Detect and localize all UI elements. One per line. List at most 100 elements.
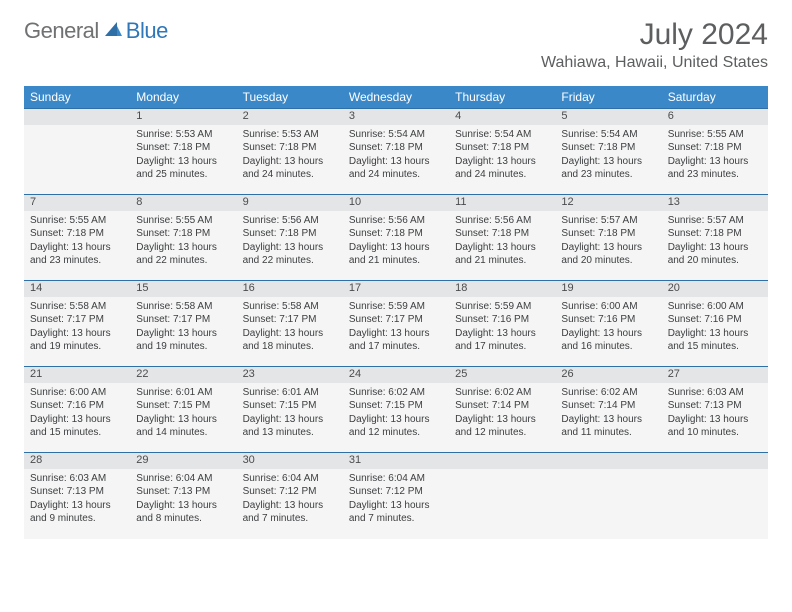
daylight-text: Daylight: 13 hours and 14 minutes. <box>136 413 230 440</box>
sunset-text: Sunset: 7:15 PM <box>136 399 230 413</box>
day-content-row: Sunrise: 5:58 AMSunset: 7:17 PMDaylight:… <box>24 297 768 367</box>
sunrise-text: Sunrise: 6:01 AM <box>136 386 230 400</box>
sunrise-text: Sunrise: 5:53 AM <box>136 128 230 142</box>
sunset-text: Sunset: 7:13 PM <box>136 485 230 499</box>
sunset-text: Sunset: 7:14 PM <box>455 399 549 413</box>
day-cell: Sunrise: 6:04 AMSunset: 7:12 PMDaylight:… <box>237 469 343 539</box>
daylight-text: Daylight: 13 hours and 18 minutes. <box>243 327 337 354</box>
day-cell: Sunrise: 6:01 AMSunset: 7:15 PMDaylight:… <box>237 383 343 453</box>
daylight-text: Daylight: 13 hours and 22 minutes. <box>136 241 230 268</box>
sunrise-text: Sunrise: 6:00 AM <box>561 300 655 314</box>
daylight-text: Daylight: 13 hours and 19 minutes. <box>136 327 230 354</box>
sunset-text: Sunset: 7:15 PM <box>349 399 443 413</box>
header: General Blue July 2024 Wahiawa, Hawaii, … <box>0 0 792 76</box>
day-number <box>662 453 768 469</box>
day-number: 15 <box>130 281 236 297</box>
daylight-text: Daylight: 13 hours and 17 minutes. <box>455 327 549 354</box>
sunrise-text: Sunrise: 5:55 AM <box>136 214 230 228</box>
sunset-text: Sunset: 7:13 PM <box>30 485 124 499</box>
sunset-text: Sunset: 7:18 PM <box>243 227 337 241</box>
sunset-text: Sunset: 7:16 PM <box>30 399 124 413</box>
daylight-text: Daylight: 13 hours and 22 minutes. <box>243 241 337 268</box>
logo: General Blue <box>24 18 168 44</box>
day-cell: Sunrise: 5:58 AMSunset: 7:17 PMDaylight:… <box>237 297 343 367</box>
day-cell: Sunrise: 6:04 AMSunset: 7:13 PMDaylight:… <box>130 469 236 539</box>
day-number: 26 <box>555 367 661 383</box>
daylight-text: Daylight: 13 hours and 21 minutes. <box>455 241 549 268</box>
day-cell <box>449 469 555 539</box>
day-number <box>24 109 130 125</box>
sunset-text: Sunset: 7:17 PM <box>349 313 443 327</box>
sunrise-text: Sunrise: 5:54 AM <box>561 128 655 142</box>
logo-text-general: General <box>24 18 99 44</box>
day-number: 11 <box>449 195 555 211</box>
day-header-row: Sunday Monday Tuesday Wednesday Thursday… <box>24 86 768 109</box>
logo-text-blue: Blue <box>126 18 168 44</box>
day-number: 13 <box>662 195 768 211</box>
day-cell: Sunrise: 5:57 AMSunset: 7:18 PMDaylight:… <box>555 211 661 281</box>
day-number-row: 21222324252627 <box>24 367 768 383</box>
day-number: 27 <box>662 367 768 383</box>
sunset-text: Sunset: 7:18 PM <box>349 141 443 155</box>
sunset-text: Sunset: 7:16 PM <box>668 313 762 327</box>
day-cell: Sunrise: 5:58 AMSunset: 7:17 PMDaylight:… <box>130 297 236 367</box>
sunset-text: Sunset: 7:18 PM <box>455 227 549 241</box>
sunrise-text: Sunrise: 5:54 AM <box>349 128 443 142</box>
day-cell: Sunrise: 5:59 AMSunset: 7:16 PMDaylight:… <box>449 297 555 367</box>
day-number: 21 <box>24 367 130 383</box>
daylight-text: Daylight: 13 hours and 15 minutes. <box>668 327 762 354</box>
daylight-text: Daylight: 13 hours and 17 minutes. <box>349 327 443 354</box>
day-number-row: 14151617181920 <box>24 281 768 297</box>
daylight-text: Daylight: 13 hours and 25 minutes. <box>136 155 230 182</box>
day-cell <box>662 469 768 539</box>
day-number: 23 <box>237 367 343 383</box>
sunset-text: Sunset: 7:18 PM <box>455 141 549 155</box>
sunrise-text: Sunrise: 5:58 AM <box>30 300 124 314</box>
day-number <box>449 453 555 469</box>
day-cell: Sunrise: 6:00 AMSunset: 7:16 PMDaylight:… <box>662 297 768 367</box>
day-number: 25 <box>449 367 555 383</box>
sunrise-text: Sunrise: 6:02 AM <box>455 386 549 400</box>
day-cell: Sunrise: 5:54 AMSunset: 7:18 PMDaylight:… <box>343 125 449 195</box>
day-cell: Sunrise: 5:53 AMSunset: 7:18 PMDaylight:… <box>130 125 236 195</box>
day-number: 4 <box>449 109 555 125</box>
sunrise-text: Sunrise: 5:53 AM <box>243 128 337 142</box>
sunrise-text: Sunrise: 6:02 AM <box>349 386 443 400</box>
day-content-row: Sunrise: 5:55 AMSunset: 7:18 PMDaylight:… <box>24 211 768 281</box>
day-number: 17 <box>343 281 449 297</box>
day-header: Wednesday <box>343 86 449 109</box>
sunrise-text: Sunrise: 5:55 AM <box>668 128 762 142</box>
daylight-text: Daylight: 13 hours and 21 minutes. <box>349 241 443 268</box>
day-cell: Sunrise: 5:55 AMSunset: 7:18 PMDaylight:… <box>130 211 236 281</box>
day-number: 9 <box>237 195 343 211</box>
day-number: 20 <box>662 281 768 297</box>
sunrise-text: Sunrise: 5:54 AM <box>455 128 549 142</box>
day-cell: Sunrise: 6:00 AMSunset: 7:16 PMDaylight:… <box>555 297 661 367</box>
day-number-row: 78910111213 <box>24 195 768 211</box>
day-number: 22 <box>130 367 236 383</box>
sunset-text: Sunset: 7:12 PM <box>349 485 443 499</box>
day-cell: Sunrise: 5:55 AMSunset: 7:18 PMDaylight:… <box>24 211 130 281</box>
sunrise-text: Sunrise: 5:59 AM <box>455 300 549 314</box>
sunset-text: Sunset: 7:18 PM <box>136 227 230 241</box>
day-number: 8 <box>130 195 236 211</box>
day-number: 6 <box>662 109 768 125</box>
day-cell: Sunrise: 5:55 AMSunset: 7:18 PMDaylight:… <box>662 125 768 195</box>
sunrise-text: Sunrise: 6:03 AM <box>668 386 762 400</box>
day-number: 7 <box>24 195 130 211</box>
daylight-text: Daylight: 13 hours and 19 minutes. <box>30 327 124 354</box>
sunset-text: Sunset: 7:18 PM <box>30 227 124 241</box>
day-cell: Sunrise: 6:03 AMSunset: 7:13 PMDaylight:… <box>24 469 130 539</box>
day-header: Friday <box>555 86 661 109</box>
calendar-body: 123456Sunrise: 5:53 AMSunset: 7:18 PMDay… <box>24 109 768 539</box>
daylight-text: Daylight: 13 hours and 9 minutes. <box>30 499 124 526</box>
daylight-text: Daylight: 13 hours and 16 minutes. <box>561 327 655 354</box>
sunrise-text: Sunrise: 5:56 AM <box>243 214 337 228</box>
sunrise-text: Sunrise: 5:56 AM <box>455 214 549 228</box>
daylight-text: Daylight: 13 hours and 7 minutes. <box>243 499 337 526</box>
sunset-text: Sunset: 7:17 PM <box>30 313 124 327</box>
sunrise-text: Sunrise: 6:02 AM <box>561 386 655 400</box>
day-number: 14 <box>24 281 130 297</box>
day-cell: Sunrise: 6:01 AMSunset: 7:15 PMDaylight:… <box>130 383 236 453</box>
sunrise-text: Sunrise: 5:58 AM <box>243 300 337 314</box>
